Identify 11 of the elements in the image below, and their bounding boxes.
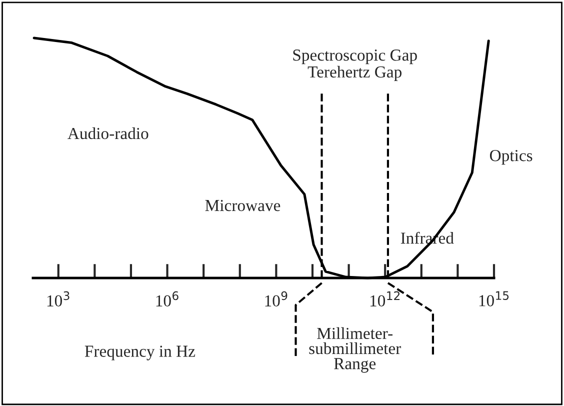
text: Millimeter- submillimeter Range [309,327,402,373]
annotation: Audio-radio [68,127,148,140]
x-axis-title: Frequency in Hz [84,346,196,360]
x-tick-label: 10$^{15}$ [479,291,509,306]
x-tick-label: 10$^{12}$ [370,291,400,306]
x-tick-label: 10$^{3}$ [47,291,70,306]
annotation: Optics [490,150,532,165]
x-tick-label: 10$^{9}$ [265,291,288,306]
annotation: Microwave [205,200,280,212]
annotation: Spectroscopic Gap Terehertz Gap [293,50,417,81]
x-tick-label: 10$^{6}$ [156,291,178,306]
